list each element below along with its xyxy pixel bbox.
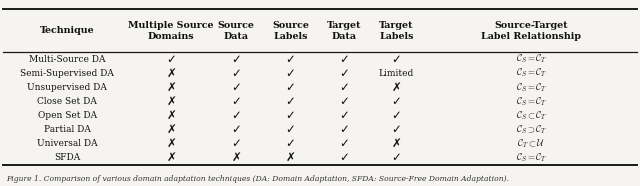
Text: ✗: ✗ — [166, 109, 176, 122]
Text: ✓: ✓ — [339, 67, 349, 80]
Text: $\mathcal{C}_S \supset \mathcal{C}_T$: $\mathcal{C}_S \supset \mathcal{C}_T$ — [515, 123, 547, 136]
Text: Technique: Technique — [40, 26, 95, 35]
Text: ✓: ✓ — [285, 109, 296, 122]
Text: ✓: ✓ — [166, 53, 176, 66]
Text: ✓: ✓ — [231, 53, 241, 66]
Text: ✓: ✓ — [285, 81, 296, 94]
Text: ✓: ✓ — [392, 123, 401, 136]
Text: ✗: ✗ — [285, 151, 296, 164]
Text: ✓: ✓ — [231, 109, 241, 122]
Text: ✓: ✓ — [231, 95, 241, 108]
Text: ✗: ✗ — [166, 123, 176, 136]
Text: $\mathcal{C}_S = \mathcal{C}_T$: $\mathcal{C}_S = \mathcal{C}_T$ — [515, 151, 547, 164]
Text: ✗: ✗ — [166, 151, 176, 164]
Text: $\mathcal{C}_T \subset \mathcal{U}$: $\mathcal{C}_T \subset \mathcal{U}$ — [517, 137, 545, 150]
Text: ✓: ✓ — [339, 151, 349, 164]
Text: ✓: ✓ — [392, 95, 401, 108]
Text: ✗: ✗ — [392, 81, 401, 94]
Text: ✓: ✓ — [285, 67, 296, 80]
Text: Multi-Source DA: Multi-Source DA — [29, 55, 106, 64]
Text: $\mathcal{C}_S = \mathcal{C}_T$: $\mathcal{C}_S = \mathcal{C}_T$ — [515, 95, 547, 108]
Text: Source
Labels: Source Labels — [272, 21, 309, 41]
Text: $\mathcal{C}_S \subset \mathcal{C}_T$: $\mathcal{C}_S \subset \mathcal{C}_T$ — [515, 109, 547, 122]
Text: Unsupervised DA: Unsupervised DA — [28, 83, 107, 92]
Text: ✓: ✓ — [285, 95, 296, 108]
Text: ✓: ✓ — [339, 123, 349, 136]
Text: ✓: ✓ — [392, 109, 401, 122]
Text: ✓: ✓ — [339, 53, 349, 66]
Text: ✗: ✗ — [392, 137, 401, 150]
Text: ✓: ✓ — [231, 123, 241, 136]
Text: Multiple Source
Domains: Multiple Source Domains — [129, 21, 214, 41]
Text: ✗: ✗ — [166, 137, 176, 150]
Text: Limited: Limited — [379, 69, 414, 78]
Text: ✗: ✗ — [166, 81, 176, 94]
Text: ✗: ✗ — [231, 151, 241, 164]
Text: ✓: ✓ — [285, 53, 296, 66]
Text: SFDA: SFDA — [54, 153, 81, 162]
Text: ✓: ✓ — [392, 151, 401, 164]
Text: ✓: ✓ — [285, 137, 296, 150]
Text: ✓: ✓ — [285, 123, 296, 136]
Text: Semi-Supervised DA: Semi-Supervised DA — [20, 69, 114, 78]
Text: Source-Target
Label Relationship: Source-Target Label Relationship — [481, 21, 581, 41]
Text: Partial DA: Partial DA — [44, 125, 91, 134]
Text: Close Set DA: Close Set DA — [37, 97, 97, 106]
Text: ✓: ✓ — [231, 137, 241, 150]
Text: Open Set DA: Open Set DA — [38, 111, 97, 120]
Text: ✓: ✓ — [339, 109, 349, 122]
Text: ✓: ✓ — [339, 81, 349, 94]
Text: ✗: ✗ — [166, 95, 176, 108]
Text: ✓: ✓ — [231, 67, 241, 80]
Text: Universal DA: Universal DA — [37, 139, 97, 148]
Text: Source
Data: Source Data — [218, 21, 255, 41]
Text: ✓: ✓ — [339, 137, 349, 150]
Text: $\mathcal{C}_S = \mathcal{C}_T$: $\mathcal{C}_S = \mathcal{C}_T$ — [515, 81, 547, 94]
Text: Figure 1. Comparison of various domain adaptation techniques (DA: Domain Adaptat: Figure 1. Comparison of various domain a… — [6, 174, 509, 183]
Text: Target
Labels: Target Labels — [380, 21, 413, 41]
Text: ✗: ✗ — [166, 67, 176, 80]
Text: $\mathcal{C}_S = \mathcal{C}_T$: $\mathcal{C}_S = \mathcal{C}_T$ — [515, 53, 547, 65]
Text: ✓: ✓ — [392, 53, 401, 66]
Text: Target
Data: Target Data — [326, 21, 361, 41]
Text: ✓: ✓ — [339, 95, 349, 108]
Text: $\mathcal{C}_S = \mathcal{C}_T$: $\mathcal{C}_S = \mathcal{C}_T$ — [515, 67, 547, 79]
Text: ✓: ✓ — [231, 81, 241, 94]
